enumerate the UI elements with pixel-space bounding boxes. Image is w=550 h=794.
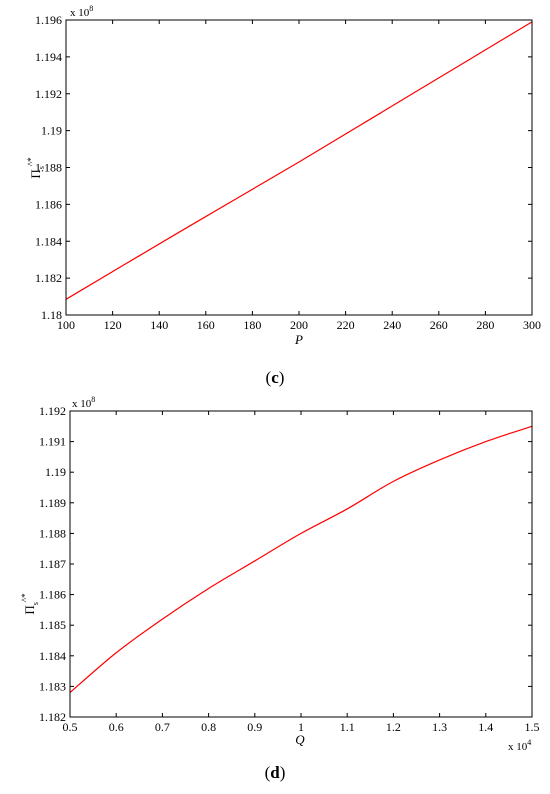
d-x-tick-label: 1 bbox=[298, 720, 304, 734]
d-x-tick-label: 1.5 bbox=[525, 720, 540, 734]
d-y-tick-label: 1.183 bbox=[39, 679, 66, 693]
c-x-tick-label: 140 bbox=[150, 318, 168, 332]
d-x-tick-label: 0.9 bbox=[247, 720, 262, 734]
c-x-tick-label: 220 bbox=[337, 318, 355, 332]
c-y-tick-label: 1.184 bbox=[35, 234, 62, 248]
chart-d-series bbox=[69, 425, 533, 693]
chart-d-x-axis-label: Q bbox=[295, 732, 305, 747]
c-x-tick-label: 160 bbox=[197, 318, 215, 332]
c-y-tick-label: 1.194 bbox=[35, 50, 62, 64]
c-y-tick-label: 1.186 bbox=[35, 197, 62, 211]
d-x-tick-label: 0.8 bbox=[201, 720, 216, 734]
chart-d-tick-labels: 0.5 0.6 0.7 0.8 0.9 1 1.1 1.2 1.3 1.4 1.5 1.182 1.18… bbox=[39, 404, 540, 734]
d-x-tick-label: 0.5 bbox=[63, 720, 78, 734]
c-x-tick-label: 260 bbox=[430, 318, 448, 332]
d-y-tick-label: 1.191 bbox=[39, 435, 66, 449]
d-x-tick-label: 1.4 bbox=[478, 720, 493, 734]
chart-c-x-axis-label: P bbox=[294, 332, 303, 347]
c-series-line bbox=[65, 21, 533, 300]
chart-d: 0.5 0.6 0.7 0.8 0.9 1 1.1 1.2 1.3 1.4 1.5 1.182 1.18… bbox=[20, 395, 540, 753]
d-y-tick-label: 1.187 bbox=[39, 557, 66, 571]
d-y-tick-label: 1.189 bbox=[39, 496, 66, 510]
d-y-tick-label: 1.19 bbox=[45, 465, 66, 479]
panel-label-c: (c) bbox=[265, 368, 285, 387]
svg-text:Πs^*: Πs^* bbox=[20, 593, 40, 615]
chart-c-series bbox=[65, 21, 533, 300]
d-y-tick-label: 1.184 bbox=[39, 649, 66, 663]
c-x-tick-label: 300 bbox=[523, 318, 541, 332]
chart-d-plot-frame bbox=[69, 410, 533, 718]
chart-c-plot-frame bbox=[65, 19, 533, 316]
chart-c: 100 120 140 160 180 200 220 240 260 280 300 1.18 1.1… bbox=[26, 4, 541, 347]
c-x-tick-label: 180 bbox=[243, 318, 261, 332]
d-y-tick-label: 1.182 bbox=[39, 710, 66, 724]
chart-c-tick-labels: 100 120 140 160 180 200 220 240 260 280 300 1.18 1.1… bbox=[35, 13, 541, 332]
chart-d-ticks bbox=[69, 410, 533, 718]
d-y-tick-label: 1.188 bbox=[39, 526, 66, 540]
d-x-tick-label: 0.6 bbox=[109, 720, 124, 734]
c-y-tick-label: 1.196 bbox=[35, 13, 62, 27]
c-x-tick-label: 240 bbox=[383, 318, 401, 332]
chart-d-x-multiplier: x 104 bbox=[508, 738, 531, 753]
c-y-tick-label: 1.188 bbox=[35, 161, 62, 175]
d-x-tick-label: 1.3 bbox=[432, 720, 447, 734]
d-y-tick-label: 1.185 bbox=[39, 618, 66, 632]
c-x-tick-label: 280 bbox=[476, 318, 494, 332]
d-y-tick-label: 1.192 bbox=[39, 404, 66, 418]
chart-c-multiplier: x 108 bbox=[70, 4, 93, 19]
d-series-line bbox=[69, 425, 533, 693]
c-x-tick-label: 120 bbox=[104, 318, 122, 332]
chart-d-y-axis-label: Πs^* bbox=[20, 593, 40, 615]
panel-label-d: (d) bbox=[264, 763, 286, 782]
c-y-tick-label: 1.182 bbox=[35, 271, 62, 285]
d-x-tick-label: 1.1 bbox=[340, 720, 355, 734]
c-x-tick-label: 100 bbox=[57, 318, 75, 332]
chart-d-y-multiplier: x 108 bbox=[72, 395, 95, 410]
c-y-tick-label: 1.18 bbox=[41, 308, 62, 322]
d-x-tick-label: 0.7 bbox=[155, 720, 170, 734]
c-y-tick-label: 1.19 bbox=[41, 124, 62, 138]
c-x-tick-label: 200 bbox=[290, 318, 308, 332]
c-y-tick-label: 1.192 bbox=[35, 87, 62, 101]
chart-c-y-axis-label: Πs^* bbox=[26, 157, 46, 179]
d-x-tick-label: 1.2 bbox=[386, 720, 401, 734]
d-y-tick-label: 1.186 bbox=[39, 588, 66, 602]
svg-text:Πs^*: Πs^* bbox=[26, 157, 46, 179]
